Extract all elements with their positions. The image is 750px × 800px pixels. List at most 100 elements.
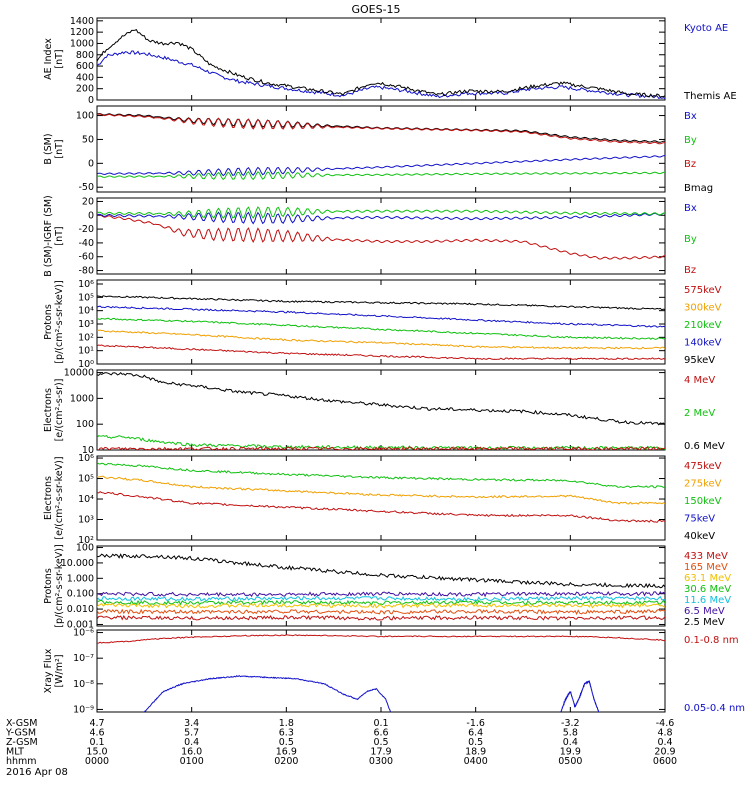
ephemeris-value: 0200 xyxy=(274,756,298,767)
y-axis-label: Xray Flux xyxy=(43,648,54,693)
ephemeris-value: -4.6 xyxy=(656,718,675,729)
ephemeris-value: 19.9 xyxy=(560,747,581,758)
legend-item: 63.1 MeV xyxy=(684,573,731,584)
legend-item: 4 MeV xyxy=(684,375,715,386)
series-group xyxy=(97,371,665,450)
series-140kev xyxy=(97,305,665,328)
y-tick-label: 0.001 xyxy=(67,619,94,630)
y-tick-label: -50 xyxy=(78,182,94,193)
y-axis-label: Protons xyxy=(43,304,54,340)
series-bz xyxy=(97,113,665,145)
ephemeris-row-label: Y-GSM xyxy=(5,728,36,739)
ephemeris-row-label: X-GSM xyxy=(6,718,37,729)
ephemeris-value: 17.9 xyxy=(370,747,391,758)
ephemeris-value: -1.6 xyxy=(466,718,485,729)
series-0-1-0-8-nm xyxy=(97,634,665,644)
y-tick-label: 400 xyxy=(76,72,94,83)
panel-frame xyxy=(96,369,666,451)
series-group xyxy=(97,113,665,181)
panel-frame xyxy=(96,455,666,541)
y-axis-label: [nT] xyxy=(54,226,65,245)
ephemeris-value: 1.8 xyxy=(279,718,294,729)
series-bx xyxy=(97,155,665,177)
series-group xyxy=(97,634,665,712)
legend-item: 575keV xyxy=(684,285,722,296)
series-group xyxy=(97,206,665,260)
legend-item: 6.5 MeV xyxy=(684,606,725,617)
ephemeris-value: 0500 xyxy=(558,756,582,767)
legend-item: 40keV xyxy=(684,531,715,542)
series-by xyxy=(97,206,665,220)
series-11-6-mev xyxy=(97,595,665,602)
y-axis-label: [nT] xyxy=(54,49,65,68)
legend-item: 2 MeV xyxy=(684,408,715,419)
legend-item: 475keV xyxy=(684,461,722,472)
ephemeris-row-label: Z-GSM xyxy=(6,737,38,748)
ephemeris-value: 0300 xyxy=(369,756,393,767)
y-tick-label: 20 xyxy=(82,196,94,207)
y-tick-label: 1400 xyxy=(70,16,94,27)
y-tick-label: 1200 xyxy=(70,27,94,38)
y-tick-label: 800 xyxy=(76,50,94,61)
y-tick-label: 10⁻⁹ xyxy=(73,704,94,715)
ephemeris-value: 0.4 xyxy=(657,737,672,748)
series-group xyxy=(97,461,665,523)
legend-item: By xyxy=(684,135,697,146)
y-tick-label: 10⁶ xyxy=(78,453,94,464)
ephemeris-value: 18.9 xyxy=(465,747,486,758)
series-275kev xyxy=(97,475,665,505)
legend-item: 0.05-0.4 nm xyxy=(684,703,745,714)
series-2-mev xyxy=(97,434,665,450)
y-tick-label: 10² xyxy=(78,332,94,343)
y-tick-label: 100 xyxy=(76,419,94,430)
y-tick-label: 10⁻⁶ xyxy=(73,628,94,639)
series-kyoto-ae xyxy=(97,50,665,100)
ephemeris-value: 0.5 xyxy=(373,737,388,748)
y-tick-label: 0 xyxy=(88,210,94,221)
y-tick-label: -20 xyxy=(78,224,94,235)
legend-item: 11.6 MeV xyxy=(684,595,731,606)
ephemeris-table: X-GSM 4.7 3.4 1.8 0.1 -1.6 -3.2 -4.6 Y-GSM 4.6 5.7… xyxy=(5,718,677,767)
y-tick-label: 0.100 xyxy=(67,589,94,600)
y-tick-label: 10000 xyxy=(64,368,94,379)
y-tick-label: 1.000 xyxy=(67,573,94,584)
series-4-mev xyxy=(97,446,665,450)
y-tick-label: 100 xyxy=(76,111,94,122)
ephemeris-value: 6.4 xyxy=(468,728,483,739)
series-95kev xyxy=(97,295,665,311)
ephemeris-row-label: hhmm xyxy=(6,756,37,767)
y-tick-label: 10⁰ xyxy=(78,359,94,370)
y-tick-label: -40 xyxy=(78,238,94,249)
y-tick-label: 200 xyxy=(76,84,94,95)
series-group xyxy=(97,28,665,100)
chart-title: GOES-15 xyxy=(351,3,400,16)
y-tick-label: 10⁴ xyxy=(78,494,94,505)
y-axis-label: Electrons xyxy=(43,476,54,520)
series-63-1-mev xyxy=(97,602,665,609)
series-150kev xyxy=(97,461,665,489)
ephemeris-value: 15.0 xyxy=(86,747,107,758)
ephemeris-value: 0400 xyxy=(464,756,488,767)
ephemeris-value: 4.7 xyxy=(89,718,104,729)
legend-item: 275keV xyxy=(684,479,722,490)
y-tick-label: 50 xyxy=(82,134,94,145)
ephemeris-value: 0.4 xyxy=(563,737,578,748)
legend-item: 75keV xyxy=(684,514,715,525)
series-group xyxy=(97,295,665,361)
legend-item: 95keV xyxy=(684,355,715,366)
panel-electrons_kev: 10² 10³ 10⁴ 10⁵ 10⁶ Electrons [e/(cm²-s-sr-keV… xyxy=(43,453,722,546)
panel-protons_mev: 0.001 0.010 0.100 1.000 10.000 100 Protons [p/(… xyxy=(43,543,731,631)
y-tick-label: 1000 xyxy=(70,393,94,404)
y-tick-label: 10 xyxy=(82,445,94,456)
panel-electrons_mev: 10 100 1000 10000 Electrons [e/(cm²-s-sr)] 4 M… xyxy=(43,368,725,456)
legend-item: 0.1-0.8 nm xyxy=(684,635,739,646)
y-tick-label: 10¹ xyxy=(78,346,94,357)
legend-item: 2.5 MeV xyxy=(684,617,725,628)
legend-item: Bx xyxy=(684,111,697,122)
legend-item: Bz xyxy=(684,265,696,276)
ephemeris-value: 16.9 xyxy=(276,747,297,758)
series-30-6-mev xyxy=(97,599,665,606)
ephemeris-value: 0100 xyxy=(180,756,204,767)
y-tick-label: 0 xyxy=(88,95,94,106)
